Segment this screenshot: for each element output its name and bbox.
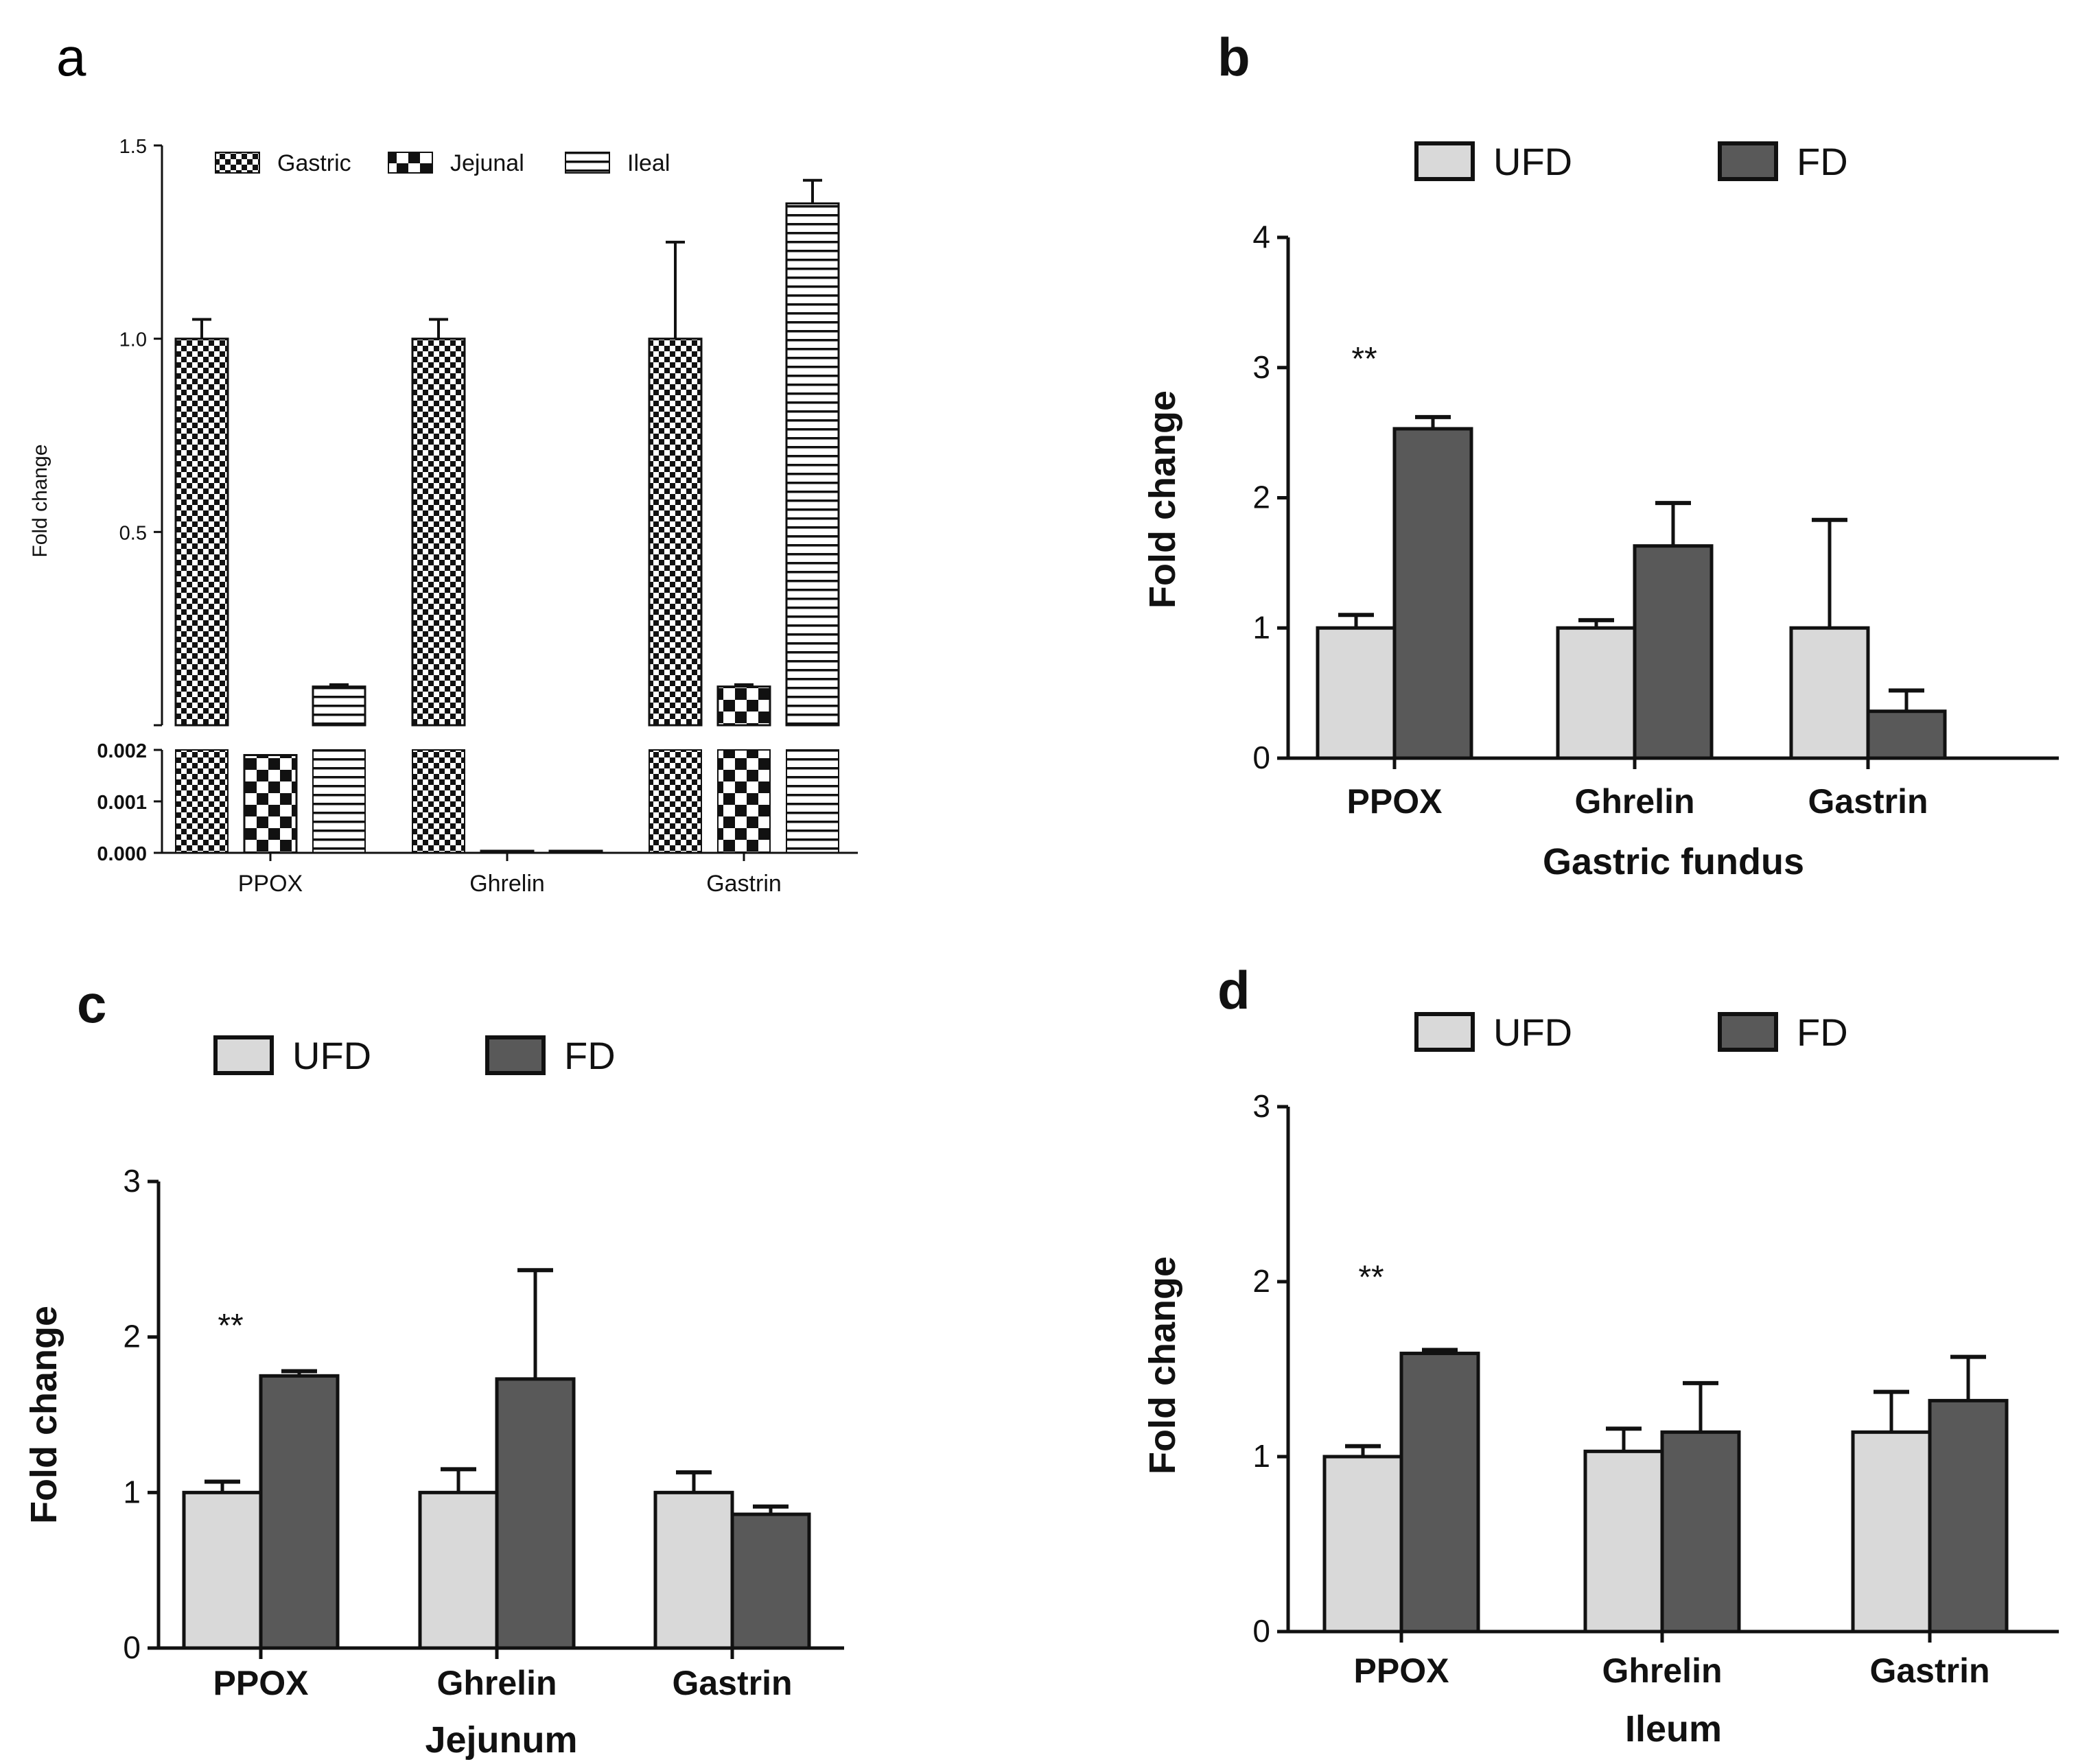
legend-a-label-ileal: Ileal	[627, 150, 670, 176]
tick-label-d-0: 0	[1252, 1613, 1270, 1649]
tick-label-c-1: 1	[123, 1474, 141, 1509]
tick-label-b-2: 2	[1252, 480, 1270, 515]
tick-label-b-3: 3	[1252, 349, 1270, 385]
panel-b-label: b	[1217, 27, 1250, 87]
panel-d-label: d	[1217, 960, 1250, 1020]
tick-label-b-1: 1	[1252, 609, 1270, 645]
category-label-c-ppox: PPOX	[213, 1664, 309, 1702]
tick-label-d-3: 3	[1252, 1088, 1270, 1124]
tick-label-a-lower-0-002: 0.002	[97, 740, 147, 762]
bar-d-fd-ppox	[1399, 1352, 1480, 1634]
tick-label-d-1: 1	[1252, 1438, 1270, 1474]
category-label-c-ghrelin: Ghrelin	[436, 1664, 557, 1702]
significance-c-ppox: **	[218, 1308, 243, 1344]
bar-b-fd-gastrin	[1866, 709, 1947, 760]
bar-a-gastric-ppox-lower	[175, 749, 229, 854]
bar-c-fd-gastrin	[730, 1512, 811, 1650]
significance-b-ppox: **	[1351, 341, 1377, 377]
tick-label-c-2: 2	[123, 1319, 141, 1354]
bar-d-ufd-ghrelin	[1583, 1449, 1664, 1634]
legend-d-swatch-fd	[1718, 1012, 1778, 1052]
legend-a-label-gastric: Gastric	[277, 150, 351, 176]
bar-b-ufd-gastrin	[1789, 626, 1870, 760]
bar-a-jejunal-gastrin	[716, 685, 771, 727]
tick-label-c-0: 0	[123, 1630, 141, 1665]
bar-d-fd-gastrin	[1928, 1398, 2009, 1634]
axis-d-ylabel: Fold change	[1142, 1256, 1183, 1474]
bar-a-jejunal-ppox	[243, 754, 298, 854]
bar-d-ufd-gastrin	[1851, 1430, 1932, 1634]
bar-a-ileal-ppox	[312, 685, 366, 727]
panel-c-label: c	[77, 974, 106, 1034]
category-label-d-gastrin: Gastrin	[1869, 1651, 1989, 1690]
bar-b-fd-ppox	[1392, 427, 1473, 760]
category-label-b-ppox: PPOX	[1347, 782, 1443, 821]
bar-d-fd-ghrelin	[1660, 1430, 1741, 1634]
axis-a-ylabel: Fold change	[29, 444, 51, 557]
bar-a-gastric-ghrelin	[411, 338, 466, 727]
bar-a-ileal-ppox-lower	[312, 749, 366, 854]
bar-d-ufd-ppox	[1322, 1455, 1403, 1634]
bar-a-ileal-gastrin-lower	[786, 749, 839, 854]
tick-label-a-upper-0-5: 0.5	[119, 522, 147, 544]
bar-a-jejunal-gastrin-lower	[717, 749, 771, 854]
category-label-d-ghrelin: Ghrelin	[1602, 1651, 1722, 1690]
legend-a-swatch-gastric	[215, 152, 260, 174]
category-label-a-ghrelin: Ghrelin	[469, 871, 545, 897]
tick-label-a-lower-0-001: 0.001	[97, 792, 147, 814]
bar-b-ufd-ppox	[1316, 626, 1397, 760]
bar-a-gastric-gastrin-lower	[649, 749, 702, 854]
category-label-a-gastrin: Gastrin	[706, 871, 782, 897]
legend-c-swatch-fd	[485, 1035, 546, 1075]
bar-c-fd-ppox	[259, 1374, 340, 1650]
legend-a-swatch-ileal	[565, 152, 610, 174]
tick-label-a-upper-1-0: 1.0	[119, 329, 147, 351]
tick-label-b-4: 4	[1252, 219, 1270, 255]
axis-b-xlabel: Gastric fundus	[1543, 841, 1804, 882]
legend-d-label-ufd: UFD	[1493, 1011, 1572, 1054]
axis-b-ylabel: Fold change	[1142, 390, 1183, 609]
tick-label-a-upper-1-5: 1.5	[119, 136, 147, 158]
axis-d-xlabel: Ileum	[1625, 1708, 1722, 1750]
axis-c-ylabel: Fold change	[23, 1306, 65, 1524]
bar-a-gastric-ghrelin-lower	[412, 749, 465, 854]
legend-a-label-jejunal: Jejunal	[450, 150, 524, 176]
legend-c-label-ufd: UFD	[292, 1034, 371, 1077]
category-label-d-ppox: PPOX	[1354, 1651, 1449, 1690]
significance-d-ppox: **	[1358, 1259, 1384, 1295]
category-label-c-gastrin: Gastrin	[672, 1664, 792, 1702]
bar-c-ufd-gastrin	[653, 1490, 734, 1650]
axis-c-xlabel: Jejunum	[425, 1719, 577, 1761]
bar-c-ufd-ppox	[182, 1490, 263, 1650]
legend-d-label-fd: FD	[1797, 1011, 1848, 1054]
bar-b-fd-ghrelin	[1633, 544, 1714, 760]
legend-b-label-fd: FD	[1797, 140, 1848, 183]
tick-label-b-0: 0	[1252, 740, 1270, 775]
legend-b-label-ufd: UFD	[1493, 140, 1572, 183]
legend-d-swatch-ufd	[1414, 1012, 1475, 1052]
tick-label-c-3: 3	[123, 1163, 141, 1199]
bar-a-gastric-gastrin	[648, 338, 703, 727]
category-label-b-gastrin: Gastrin	[1808, 782, 1928, 821]
legend-c-swatch-ufd	[213, 1035, 274, 1075]
bar-a-ileal-gastrin	[785, 202, 840, 727]
bar-c-ufd-ghrelin	[418, 1490, 499, 1650]
tick-label-d-2: 2	[1252, 1263, 1270, 1299]
category-label-b-ghrelin: Ghrelin	[1574, 782, 1694, 821]
category-label-a-ppox: PPOX	[238, 871, 303, 897]
bar-a-gastric-ppox	[174, 338, 229, 727]
bar-b-ufd-ghrelin	[1556, 626, 1637, 760]
bar-c-fd-ghrelin	[495, 1377, 576, 1650]
tick-label-a-lower-0-000: 0.000	[97, 843, 147, 865]
panel-a-label: a	[56, 27, 86, 87]
legend-b-swatch-fd	[1718, 141, 1778, 181]
legend-a-swatch-jejunal	[388, 152, 433, 174]
legend-c-label-fd: FD	[564, 1034, 616, 1077]
legend-b-swatch-ufd	[1414, 141, 1475, 181]
